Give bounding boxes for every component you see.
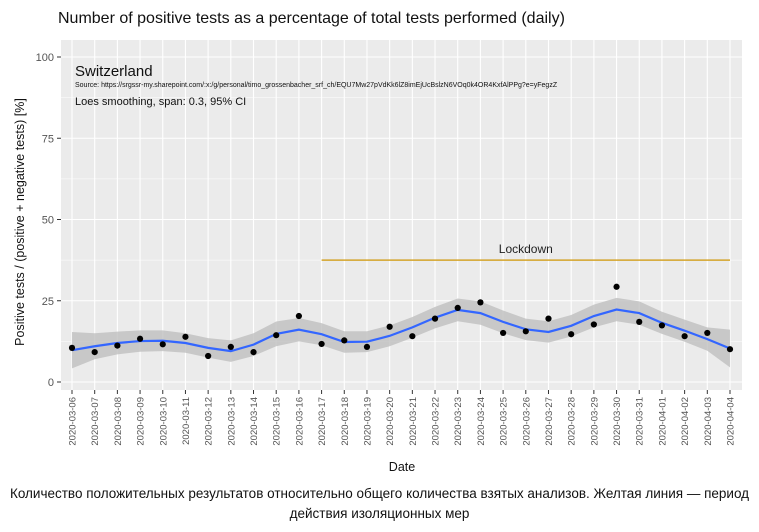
x-tick-label: 2020-03-18: [340, 397, 351, 446]
x-tick-label: 2020-03-31: [635, 397, 646, 446]
data-point: [159, 341, 166, 348]
data-point: [250, 349, 257, 356]
x-tick-label: 2020-03-20: [385, 397, 396, 446]
x-tick-label: 2020-03-06: [68, 397, 79, 446]
data-point: [182, 333, 189, 340]
country-label: Switzerland: [75, 63, 153, 80]
loess-smooth-line: [71, 308, 731, 353]
x-tick-label: 2020-03-09: [136, 397, 147, 446]
x-tick-label: 2020-03-25: [499, 397, 510, 446]
x-tick-label: 2020-03-14: [249, 397, 260, 446]
data-point: [726, 346, 734, 353]
y-tick-label: 50: [42, 215, 54, 227]
data-point: [295, 312, 302, 320]
source-label: Source: https://srgssr-my.sharepoint.com…: [75, 82, 558, 89]
x-axis-ticks: 2020-03-06 2020-03-07 2020-03-08 2020-03-09…: [68, 390, 737, 446]
data-point: [658, 322, 666, 329]
x-tick-label: 2020-03-10: [158, 397, 169, 446]
data-point: [590, 321, 597, 328]
data-point: [273, 332, 280, 339]
x-tick-label: 2020-03-07: [90, 397, 101, 446]
data-point: [704, 329, 711, 337]
data-point: [136, 335, 144, 342]
x-tick-label: 2020-03-16: [294, 397, 305, 446]
data-point: [386, 323, 393, 330]
y-axis-title: Positive tests / (positive + negative te…: [13, 98, 27, 346]
x-axis-title: Date: [389, 460, 415, 474]
x-tick-label: 2020-03-17: [317, 397, 328, 446]
data-point: [500, 329, 507, 337]
data-point: [636, 318, 643, 325]
x-tick-label: 2020-03-23: [453, 397, 464, 446]
x-tick-label: 2020-03-26: [521, 397, 532, 446]
data-point: [613, 283, 620, 290]
data-point: [363, 343, 371, 350]
data-point: [477, 299, 484, 306]
data-point: [522, 328, 529, 335]
lockdown-label: Lockdown: [499, 242, 553, 256]
x-tick-label: 2020-03-27: [544, 397, 555, 446]
data-point: [227, 343, 234, 350]
data-point: [114, 342, 121, 349]
x-tick-label: 2020-03-28: [567, 397, 578, 446]
data-point: [341, 337, 348, 344]
x-tick-label: 2020-03-15: [272, 397, 283, 446]
data-point: [568, 331, 575, 338]
data-points: [68, 283, 734, 360]
x-tick-label: 2020-04-01: [657, 397, 668, 446]
x-tick-label: 2020-03-11: [181, 397, 192, 445]
x-tick-label: 2020-03-29: [589, 397, 600, 446]
x-tick-label: 2020-04-04: [726, 397, 737, 446]
data-point: [681, 333, 688, 340]
x-tick-label: 2020-03-24: [476, 397, 487, 446]
x-tick-label: 2020-04-02: [680, 397, 691, 446]
data-point: [431, 315, 439, 322]
chart-plot: Lockdown Switzerland Source: https://srg…: [13, 40, 742, 474]
y-tick-label: 25: [42, 296, 54, 308]
figure-caption: Количество положительных результатов отн…: [9, 486, 750, 521]
y-axis-ticks: 0 25 50 75 100: [36, 52, 61, 389]
method-label: Loes smoothing, span: 0.3, 95% CI: [75, 96, 246, 108]
data-point: [409, 333, 416, 340]
y-tick-label: 100: [36, 52, 54, 64]
x-tick-label: 2020-04-03: [703, 397, 714, 446]
chart-title: Number of positive tests as a percentage…: [58, 10, 565, 27]
x-tick-label: 2020-03-13: [226, 397, 237, 446]
x-tick-label: 2020-03-19: [362, 397, 373, 446]
data-point: [454, 304, 461, 311]
data-point: [68, 344, 76, 351]
x-tick-label: 2020-03-30: [612, 397, 623, 446]
data-point: [91, 349, 98, 356]
data-point: [545, 315, 552, 322]
confidence-band: [72, 297, 730, 369]
x-tick-label: 2020-03-08: [113, 397, 124, 446]
data-point: [318, 340, 325, 348]
y-tick-label: 0: [48, 377, 54, 389]
x-tick-label: 2020-03-12: [204, 397, 215, 446]
data-point: [205, 352, 212, 360]
x-tick-label: 2020-03-22: [431, 397, 442, 446]
y-tick-label: 75: [42, 133, 54, 145]
x-tick-label: 2020-03-21: [408, 397, 419, 446]
